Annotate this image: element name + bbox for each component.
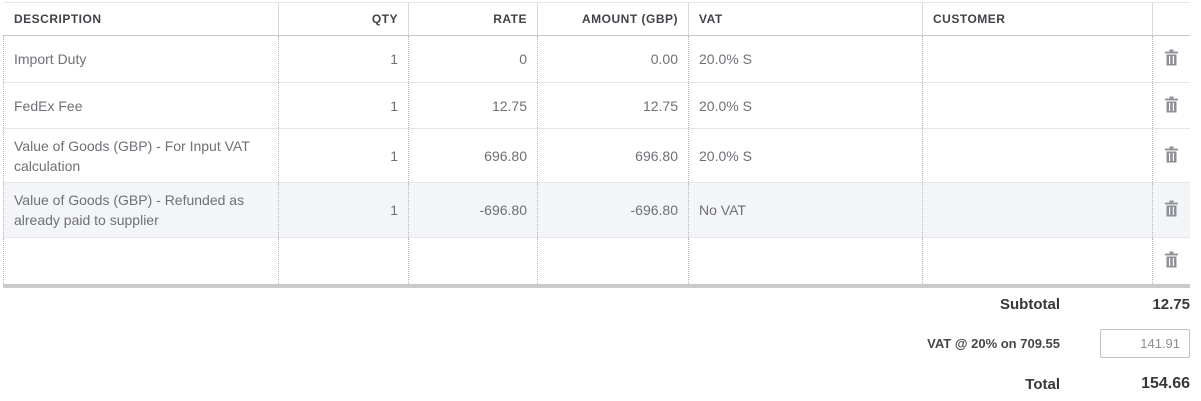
vat-label: VAT @ 20% on 709.55 [927, 335, 1060, 351]
delete-row-button[interactable] [1160, 47, 1184, 71]
vat-row: VAT @ 20% on 709.55 [770, 328, 1190, 358]
subtotal-value: 12.75 [1152, 295, 1190, 313]
delete-row-button[interactable] [1160, 94, 1184, 118]
column-header-description: DESCRIPTION [14, 12, 102, 26]
cell-vat[interactable] [688, 238, 922, 284]
cell-description[interactable]: Value of Goods (GBP) - For Input VAT cal… [3, 129, 278, 182]
delete-row-button[interactable] [1160, 144, 1184, 168]
column-header-amount: AMOUNT (GBP) [537, 3, 688, 35]
vat-amount-input[interactable] [1100, 328, 1190, 358]
column-header-actions [1152, 3, 1190, 35]
line-items-table: DESCRIPTION QTY RATE AMOUNT (GBP) VAT CU… [3, 2, 1190, 288]
cell-vat[interactable]: 20.0% S [688, 36, 922, 82]
cell-description[interactable]: Import Duty [3, 36, 278, 82]
cell-qty[interactable]: 1 [278, 129, 408, 182]
cell-amount[interactable]: -696.80 [537, 183, 688, 237]
cell-rate[interactable]: 0 [408, 36, 537, 82]
cell-vat[interactable]: 20.0% S [688, 83, 922, 128]
cell-rate[interactable] [408, 238, 537, 284]
trash-icon [1164, 49, 1179, 69]
column-header-customer: CUSTOMER [922, 3, 1152, 35]
delete-row-button[interactable] [1160, 198, 1184, 222]
cell-qty[interactable]: 1 [278, 183, 408, 237]
subtotal-label: Subtotal [1000, 295, 1060, 313]
trash-icon [1164, 200, 1179, 220]
trash-icon [1164, 146, 1179, 166]
cell-customer[interactable] [922, 183, 1152, 237]
total-value: 154.66 [1141, 375, 1190, 392]
total-row: Total 154.66 [770, 370, 1190, 398]
cell-amount[interactable]: 696.80 [537, 129, 688, 182]
table-row-highlighted: Value of Goods (GBP) - Refunded as alrea… [3, 183, 1190, 238]
delete-row-button[interactable] [1160, 249, 1184, 273]
cell-amount[interactable]: 0.00 [537, 36, 688, 82]
cell-description[interactable]: FedEx Fee [3, 83, 278, 128]
total-label: Total [1025, 375, 1060, 393]
cell-customer[interactable] [922, 83, 1152, 128]
cell-qty[interactable] [278, 238, 408, 284]
cell-vat[interactable]: 20.0% S [688, 129, 922, 182]
table-row: FedEx Fee 1 12.75 12.75 20.0% S [3, 83, 1190, 129]
cell-rate[interactable]: -696.80 [408, 183, 537, 237]
cell-description[interactable] [3, 238, 278, 284]
trash-icon [1164, 251, 1179, 271]
cell-customer[interactable] [922, 36, 1152, 82]
table-row: Import Duty 1 0 0.00 20.0% S [3, 36, 1190, 83]
table-bottom-divider [3, 284, 1190, 288]
column-header-qty: QTY [278, 3, 408, 35]
totals-section: Subtotal 12.75 VAT @ 20% on 709.55 Total… [770, 288, 1190, 398]
table-row: Value of Goods (GBP) - For Input VAT cal… [3, 129, 1190, 183]
cell-qty[interactable]: 1 [278, 83, 408, 128]
cell-rate[interactable]: 12.75 [408, 83, 537, 128]
table-row-empty [3, 238, 1190, 284]
cell-vat[interactable]: No VAT [688, 183, 922, 237]
cell-customer[interactable] [922, 129, 1152, 182]
cell-rate[interactable]: 696.80 [408, 129, 537, 182]
column-header-rate: RATE [408, 3, 537, 35]
table-header-row: DESCRIPTION QTY RATE AMOUNT (GBP) VAT CU… [3, 2, 1190, 36]
trash-icon [1164, 96, 1179, 116]
cell-amount[interactable] [537, 238, 688, 284]
cell-amount[interactable]: 12.75 [537, 83, 688, 128]
subtotal-row: Subtotal 12.75 [770, 288, 1190, 320]
cell-description[interactable]: Value of Goods (GBP) - Refunded as alrea… [3, 183, 278, 237]
column-header-vat: VAT [688, 3, 922, 35]
cell-customer[interactable] [922, 238, 1152, 284]
cell-qty[interactable]: 1 [278, 36, 408, 82]
